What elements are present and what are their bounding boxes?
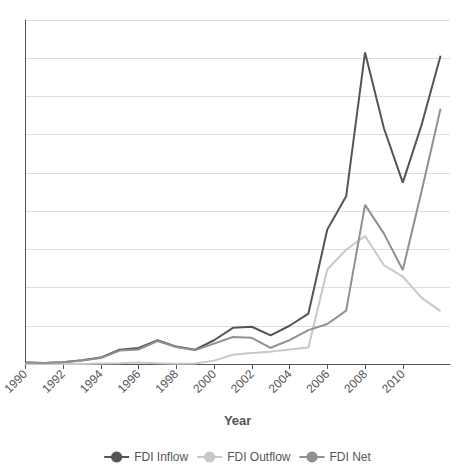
svg-text:2010: 2010 — [379, 367, 408, 396]
svg-text:Year: Year — [224, 413, 251, 428]
svg-text:2006: 2006 — [303, 367, 332, 396]
svg-text:FDI Inflow: FDI Inflow — [134, 450, 188, 464]
svg-text:1994: 1994 — [77, 367, 106, 396]
svg-text:FDI Net: FDI Net — [330, 450, 372, 464]
svg-text:2000: 2000 — [190, 367, 219, 396]
svg-text:1990: 1990 — [1, 367, 30, 396]
svg-text:FDI Outflow: FDI Outflow — [227, 450, 291, 464]
svg-text:1996: 1996 — [115, 367, 144, 396]
svg-text:1998: 1998 — [152, 367, 181, 396]
svg-text:2004: 2004 — [266, 367, 295, 396]
svg-text:2008: 2008 — [341, 367, 370, 396]
svg-text:1992: 1992 — [39, 367, 68, 396]
svg-text:2002: 2002 — [228, 367, 257, 396]
